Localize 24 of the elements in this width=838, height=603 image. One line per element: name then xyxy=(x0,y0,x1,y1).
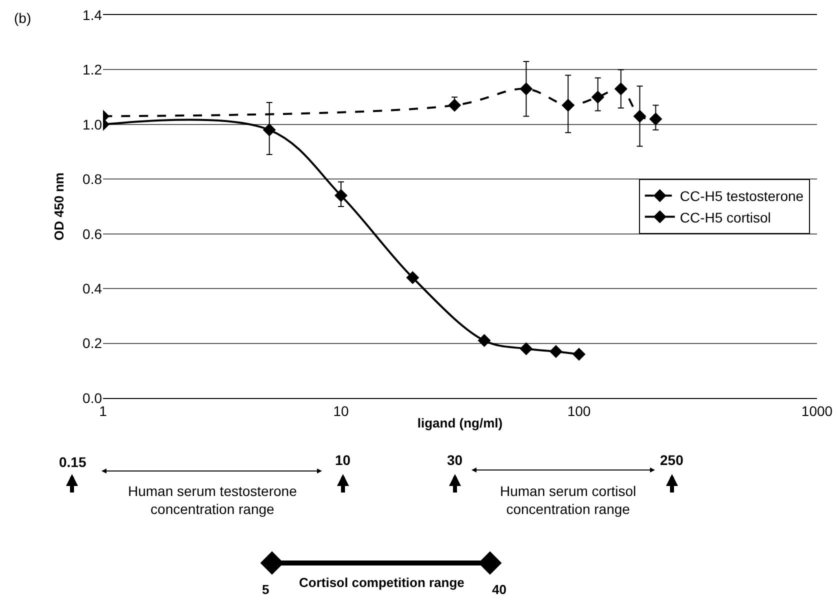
legend-label: CC-H5 testosterone xyxy=(680,188,804,204)
y-tick-label: 1.0 xyxy=(82,116,102,132)
y-tick-label: 0.4 xyxy=(82,280,102,296)
x-tick-label: 100 xyxy=(567,402,591,419)
text: 0.15 xyxy=(59,454,86,470)
y-tick-label: 1.2 xyxy=(82,62,102,78)
legend-label: CC-H5 cortisol xyxy=(680,209,771,226)
y-tick-label: 0.2 xyxy=(82,335,102,352)
y-tick-label: 0.8 xyxy=(82,171,102,188)
text: 250 xyxy=(660,452,684,468)
y-tick-label: 0.6 xyxy=(82,226,102,242)
text: (b) xyxy=(14,10,32,26)
text: Human serum testosterone concentration range xyxy=(128,483,298,518)
y-axis-title: OD 450 nm xyxy=(51,172,66,240)
x-axis-title: ligand (ng/ml) xyxy=(417,415,503,430)
text: 30 xyxy=(447,452,463,468)
y-tick-label: 1.4 xyxy=(82,6,102,23)
text: Cortisol competition range xyxy=(299,575,464,590)
text: 10 xyxy=(335,452,351,468)
x-tick-label: 1000 xyxy=(801,402,833,419)
text: 40 xyxy=(492,582,506,597)
x-tick-label: 10 xyxy=(333,402,349,419)
text: 5 xyxy=(262,582,270,597)
text: Human serum cortisol concentration range xyxy=(500,483,636,518)
